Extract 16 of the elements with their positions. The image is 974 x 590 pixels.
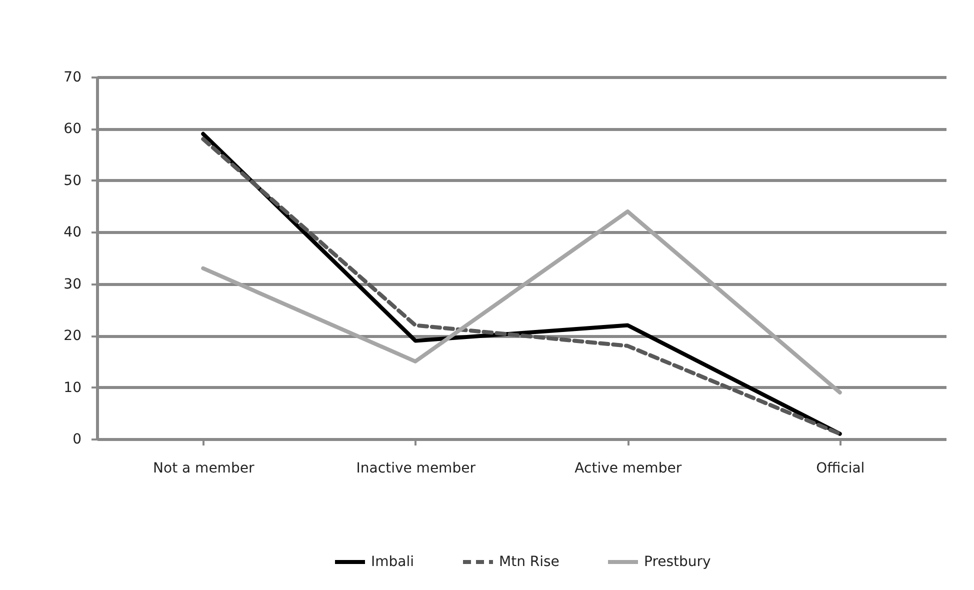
y-tick-label: 40 [64, 224, 82, 241]
x-tick-label: Inactive member [356, 460, 476, 476]
y-tick-label: 0 [72, 432, 82, 448]
legend-label: Mtn Rise [499, 554, 560, 570]
y-tick-label: 50 [64, 172, 82, 189]
line-series [201, 209, 842, 394]
x-tick-label: Official [816, 460, 865, 476]
y-tick-label: 30 [64, 276, 82, 292]
y-tick-label: 20 [64, 328, 82, 344]
x-tick-label: Not a member [153, 460, 254, 476]
y-tick-label: 70 [64, 70, 82, 86]
y-tick-label: 60 [64, 121, 82, 138]
legend-label: Prestbury [644, 554, 711, 570]
y-tick-label: 10 [64, 380, 82, 396]
legend-label: Imbali [371, 554, 414, 570]
x-tick-label: Active member [574, 460, 682, 476]
